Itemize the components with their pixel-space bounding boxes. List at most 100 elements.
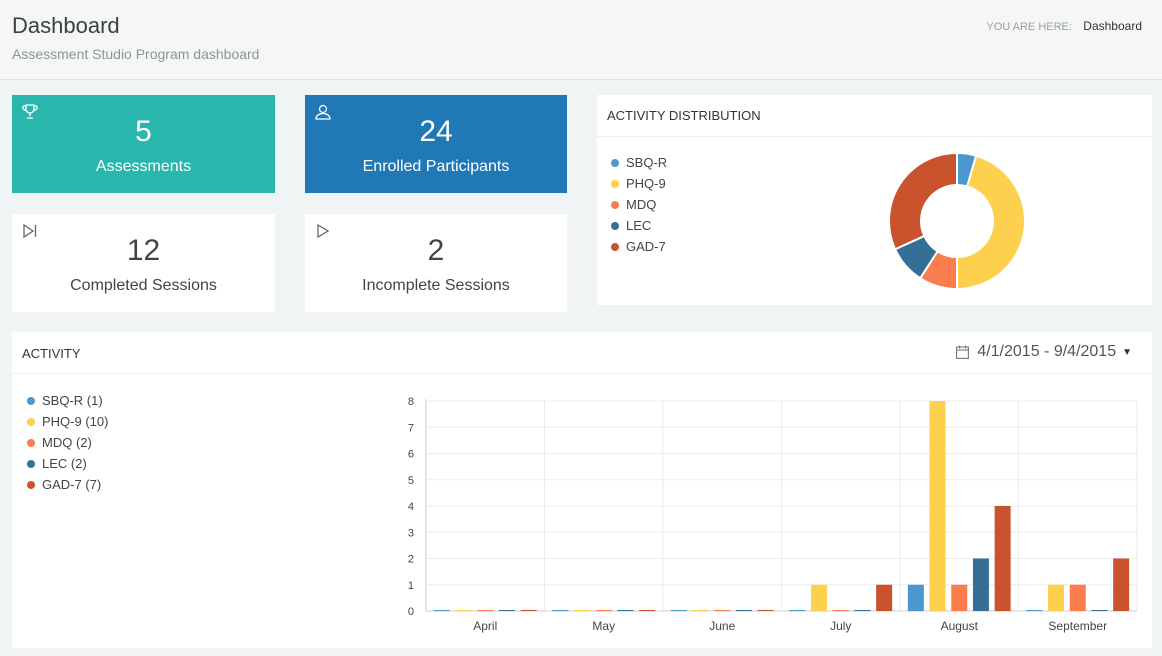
legend-dot-icon (27, 480, 35, 489)
activity-distribution-panel: ACTIVITY DISTRIBUTION SBQ-R PHQ-9 MDQ LEC GA… (597, 95, 1152, 305)
bar-phq-9-september[interactable] (1048, 584, 1065, 611)
bar-mdq-july[interactable] (832, 610, 849, 611)
bar-lec-june[interactable] (735, 610, 752, 611)
trophy-icon (22, 104, 38, 119)
breadcrumb-current[interactable]: Dashboard (1083, 19, 1142, 33)
y-tick-label: 3 (408, 527, 414, 539)
y-tick-label: 7 (408, 422, 414, 434)
legend-dot-icon (611, 158, 619, 167)
page-header: Dashboard Assessment Studio Program dash… (0, 0, 1162, 80)
incomplete-sessions-label: Incomplete Sessions (362, 277, 510, 294)
legend-dot-icon (27, 417, 35, 426)
date-range-value: 4/1/2015 - 9/4/2015 (977, 343, 1117, 360)
x-tick-label: September (1048, 619, 1107, 633)
bar-mdq-september[interactable] (1069, 584, 1086, 611)
bar-mdq-august[interactable] (951, 584, 968, 611)
play-icon (317, 223, 330, 239)
bar-phq-9-may[interactable] (574, 610, 591, 611)
y-tick-label: 4 (408, 501, 414, 513)
activity-bar-chart: 0 1 2 3 4 5 6 7 8 April May June July August September (408, 396, 1138, 633)
bar-lec-april[interactable] (498, 610, 515, 611)
distribution-legend-label: GAD-7 (626, 239, 666, 254)
distribution-legend-item: SBQ-R (611, 152, 667, 173)
distribution-legend-item: LEC (611, 215, 667, 236)
bar-lec-september[interactable] (1091, 610, 1108, 611)
assessments-label: Assessments (95, 158, 192, 175)
calendar-icon (956, 345, 970, 359)
y-tick-label: 2 (408, 554, 414, 566)
assessments-tile[interactable]: 5 Assessments (12, 95, 275, 193)
enrolled-participants-tile[interactable]: 24 Enrolled Participants (305, 95, 567, 193)
legend-dot-icon (611, 200, 619, 209)
legend-dot-icon (27, 438, 35, 447)
x-tick-label: April (473, 619, 497, 633)
bar-phq-9-june[interactable] (692, 610, 709, 611)
bar-gad-7-june[interactable] (757, 610, 774, 611)
completed-sessions-label: Completed Sessions (70, 277, 217, 294)
breadcrumb-label: YOU ARE HERE: (986, 21, 1072, 33)
incomplete-sessions-tile[interactable]: 2 Incomplete Sessions (305, 214, 567, 312)
bar-sbq-r-july[interactable] (789, 610, 806, 611)
y-tick-label: 8 (408, 396, 414, 408)
bar-phq-9-july[interactable] (811, 584, 828, 611)
incomplete-sessions-count: 2 (427, 234, 445, 267)
bar-sbq-r-april[interactable] (433, 610, 450, 611)
enrolled-participants-label: Enrolled Participants (362, 158, 510, 175)
activity-legend-item: PHQ-9 (10) (27, 411, 108, 432)
bar-gad-7-august[interactable] (994, 506, 1011, 611)
activity-legend-item: SBQ-R (1) (27, 390, 108, 411)
skip-forward-icon (23, 223, 37, 239)
x-tick-label: June (709, 619, 735, 633)
bar-sbq-r-september[interactable] (1026, 610, 1043, 611)
activity-distribution-title: ACTIVITY DISTRIBUTION (597, 95, 1152, 137)
bar-gad-7-april[interactable] (520, 610, 537, 611)
bar-mdq-may[interactable] (595, 610, 612, 611)
distribution-legend-item: MDQ (611, 194, 667, 215)
legend-dot-icon (611, 221, 619, 230)
bar-sbq-r-june[interactable] (670, 610, 687, 611)
bar-lec-july[interactable] (854, 610, 871, 611)
x-tick-label: August (941, 619, 979, 633)
donut-slice-phq-9[interactable] (956, 154, 1026, 291)
user-icon (315, 104, 331, 120)
distribution-legend-item: GAD-7 (611, 236, 667, 257)
bar-gad-7-july[interactable] (876, 584, 893, 611)
bar-sbq-r-august[interactable] (907, 584, 924, 611)
distribution-legend-label: MDQ (626, 197, 657, 212)
activity-legend-label: PHQ-9 (10) (42, 414, 109, 429)
activity-legend-label: MDQ (2) (42, 435, 92, 450)
completed-sessions-tile[interactable]: 12 Completed Sessions (12, 214, 275, 312)
distribution-legend-label: LEC (626, 218, 652, 233)
page-subtitle: Assessment Studio Program dashboard (12, 46, 260, 62)
distribution-donut-chart (888, 151, 1026, 291)
date-range-picker[interactable]: 4/1/2015 - 9/4/2015 ▼ (956, 343, 1132, 361)
x-tick-label: July (830, 619, 851, 633)
breadcrumb: YOU ARE HERE: Dashboard (986, 19, 1142, 33)
chevron-down-icon: ▼ (1122, 346, 1132, 358)
donut-slice-gad-7[interactable] (888, 151, 958, 251)
enrolled-participants-count: 24 (419, 115, 453, 148)
bar-phq-9-august[interactable] (929, 401, 946, 611)
distribution-legend-item: PHQ-9 (611, 173, 667, 194)
x-tick-label: May (592, 619, 615, 633)
bar-gad-7-september[interactable] (1113, 558, 1130, 612)
page-title: Dashboard (12, 13, 120, 38)
bar-mdq-june[interactable] (714, 610, 731, 611)
legend-dot-icon (27, 459, 35, 468)
activity-legend-label: SBQ-R (1) (42, 393, 103, 408)
y-tick-label: 5 (408, 475, 414, 487)
bar-lec-may[interactable] (617, 610, 634, 611)
activity-legend-label: LEC (2) (42, 456, 87, 471)
activity-legend-item: MDQ (2) (27, 432, 108, 453)
activity-legend: SBQ-R (1) PHQ-9 (10) MDQ (2) LEC (2) GAD-7 (… (27, 390, 108, 495)
legend-dot-icon (611, 179, 619, 188)
bar-sbq-r-may[interactable] (552, 610, 569, 611)
bar-phq-9-april[interactable] (455, 610, 472, 611)
bar-mdq-april[interactable] (477, 610, 494, 611)
activity-legend-item: GAD-7 (7) (27, 474, 108, 495)
distribution-legend-label: SBQ-R (626, 155, 668, 170)
activity-legend-label: GAD-7 (7) (42, 477, 102, 492)
bar-lec-august[interactable] (972, 558, 989, 612)
distribution-legend: SBQ-R PHQ-9 MDQ LEC GAD-7 (611, 152, 667, 257)
bar-gad-7-may[interactable] (639, 610, 656, 611)
